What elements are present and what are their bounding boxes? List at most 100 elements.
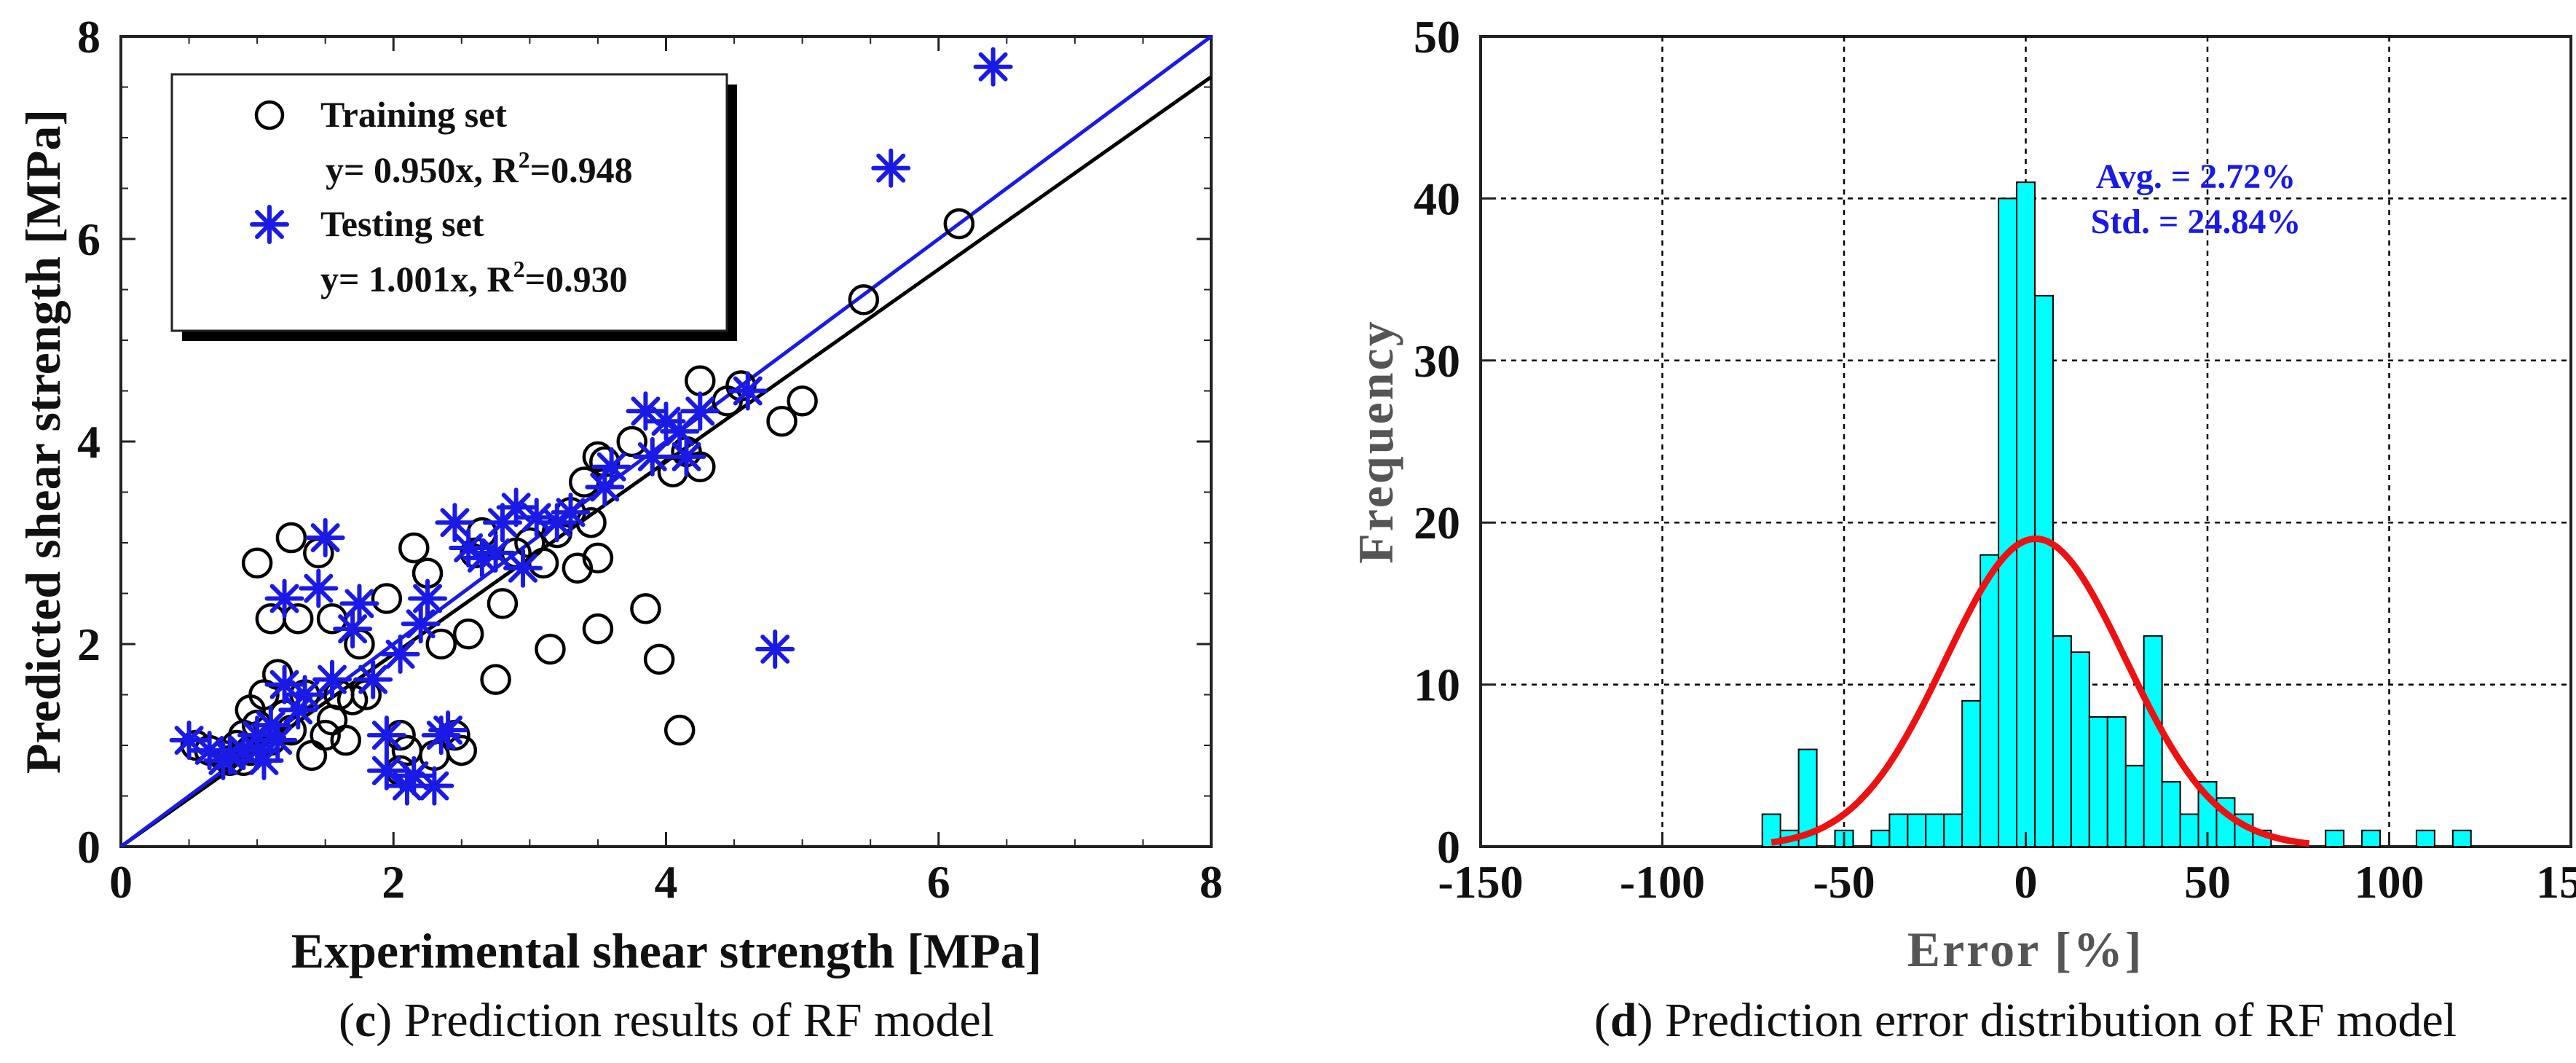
histogram-bar <box>1998 197 2018 847</box>
testing-point-stroke <box>420 771 449 801</box>
training-point <box>616 425 647 458</box>
testing-point <box>666 436 706 476</box>
legend-testing-fit-suffix: =0.930 <box>525 259 628 299</box>
d-xtick-label: 100 <box>2355 856 2425 908</box>
testing-point-stroke <box>413 584 443 613</box>
training-point <box>241 547 273 579</box>
histogram-bar <box>2033 294 2054 847</box>
testing-point <box>476 533 516 573</box>
testing-point-stroke <box>876 153 906 183</box>
panel-c-caption-letter: c <box>355 994 376 1047</box>
d-ytick-label: 50 <box>1414 11 1460 63</box>
c-xtick-label: 0 <box>109 856 133 908</box>
panel-c-xlabel: Experimental shear strength [MPa] <box>291 923 1042 978</box>
panel-c-axis-ticks: 0 2 4 6 8 0 2 4 6 8 <box>77 11 1223 908</box>
testing-point <box>312 659 352 699</box>
d-xtick-label: 150 <box>2536 856 2576 908</box>
d-ytick-label: 0 <box>1437 821 1460 873</box>
histogram-bar <box>2415 829 2435 848</box>
training-point <box>452 618 484 650</box>
training-point <box>336 684 369 715</box>
c-xtick-label: 4 <box>655 856 678 908</box>
c-ytick-label: 0 <box>77 821 101 873</box>
histogram-bar <box>2088 716 2108 848</box>
histogram-bar <box>1907 813 1927 848</box>
training-point <box>562 552 594 584</box>
testing-point <box>401 604 441 644</box>
testing-point <box>871 148 911 188</box>
c-ytick-label: 4 <box>77 416 101 468</box>
legend-training-fit-suffix: =0.948 <box>530 149 633 190</box>
testing-point <box>380 634 420 674</box>
c-xtick-label: 6 <box>927 856 950 908</box>
histogram-bar <box>2325 829 2345 848</box>
d-ytick-label: 20 <box>1414 497 1460 549</box>
training-point <box>575 506 607 538</box>
training-point <box>787 385 818 417</box>
training-point <box>643 643 675 675</box>
histogram-bar <box>1943 813 1963 848</box>
training-point <box>446 734 478 766</box>
d-xtick-label: 50 <box>2184 856 2231 908</box>
legend-testing-asterisk <box>250 205 289 244</box>
training-point <box>283 603 314 635</box>
testing-point <box>366 715 406 756</box>
training-point <box>275 522 307 554</box>
histogram-bar <box>2070 651 2090 847</box>
legend-training-label: Training set <box>320 94 507 135</box>
training-point <box>582 542 614 574</box>
testing-point-stroke <box>304 573 334 603</box>
panel-c-points <box>169 47 1013 806</box>
training-point <box>848 284 880 315</box>
testing-point-stroke <box>256 710 285 740</box>
legend-training-fit: y= 0.950x, R2=0.948 <box>326 146 633 190</box>
testing-point-stroke <box>671 442 701 471</box>
testing-point-stroke <box>440 508 470 538</box>
histogram-bar <box>2361 829 2382 848</box>
panel-d-xlabel: Error [%] <box>1907 922 2144 977</box>
histogram-bar <box>2143 635 2163 847</box>
training-point <box>943 208 975 240</box>
histogram-bar <box>2124 764 2145 848</box>
legend-testing-fit-text: y= 1.001x, R <box>320 259 513 299</box>
d-xtick-label: -50 <box>1813 856 1875 908</box>
testing-point-stroke <box>733 376 763 406</box>
d-xtick-label: -100 <box>1620 856 1705 908</box>
testing-point <box>408 578 448 619</box>
testing-point-stroke <box>433 715 463 745</box>
panel-d-caption: (d) Prediction error distribution of RF … <box>1594 994 2457 1047</box>
testing-point-stroke <box>371 756 401 785</box>
legend-testing-marker <box>250 205 289 244</box>
training-point <box>582 613 614 645</box>
testing-point <box>333 609 373 649</box>
training-point <box>535 633 566 665</box>
testing-point-stroke <box>269 670 299 699</box>
testing-point-stroke <box>685 396 715 426</box>
testing-point <box>632 436 672 476</box>
testing-point-stroke <box>508 553 537 583</box>
testing-point-stroke <box>454 533 484 562</box>
histogram-bar <box>1925 813 1945 848</box>
testing-point-stroke <box>481 538 511 568</box>
testing-point <box>503 548 543 588</box>
testing-point-stroke <box>651 407 681 436</box>
legend-box <box>170 73 728 332</box>
c-ytick-label: 6 <box>77 213 101 265</box>
testing-point <box>305 518 345 558</box>
testing-point <box>973 47 1013 87</box>
testing-point-stroke <box>290 680 320 710</box>
training-point <box>316 603 348 635</box>
testing-point <box>755 629 795 669</box>
testing-point <box>339 584 379 624</box>
panel-c-ylabel: Predicted shear strength [MPa] <box>15 109 71 774</box>
testing-point <box>299 568 339 608</box>
testing-point <box>278 690 318 730</box>
histogram-bar <box>2179 813 2199 848</box>
legend-testing-fit: y= 1.001x, R2=0.930 <box>320 256 628 299</box>
panel-c-caption-text: Prediction results of RF model <box>392 994 994 1047</box>
testing-point-stroke <box>310 523 340 553</box>
testing-point-stroke <box>243 735 272 765</box>
histogram-bar <box>2016 181 2036 848</box>
testing-point <box>551 493 591 533</box>
